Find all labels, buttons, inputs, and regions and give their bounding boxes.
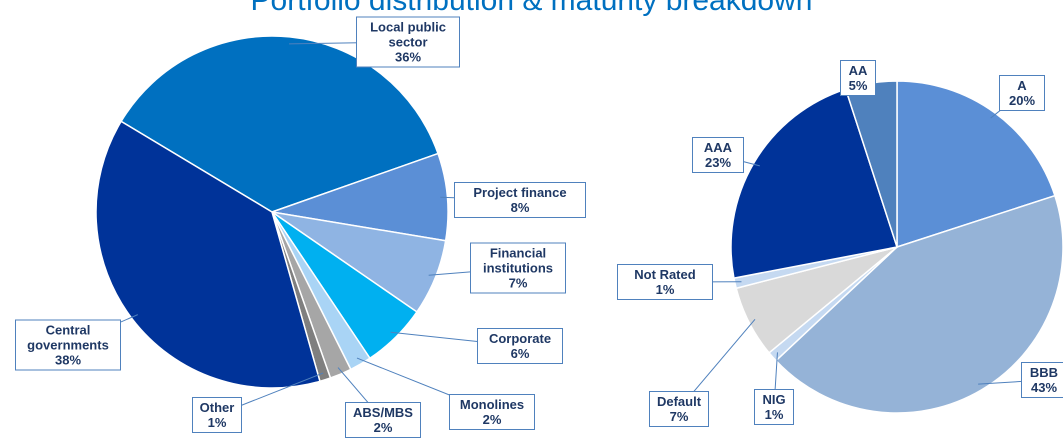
title: Portfolio distribution & maturity breakd… xyxy=(250,0,813,17)
slice-value: 2% xyxy=(373,420,393,435)
slice-name: ABS/MBS xyxy=(353,405,413,420)
pie-slice xyxy=(896,80,1056,249)
slice-value: 7% xyxy=(508,275,528,291)
slice-value: 20% xyxy=(1008,93,1036,108)
slice-name: NIG xyxy=(762,392,786,407)
slice-label: ABS/MBS 2% xyxy=(345,402,421,438)
slice-value: 23% xyxy=(704,155,732,170)
slice-name: Local public sector xyxy=(370,19,446,50)
slice-value: 1% xyxy=(207,415,227,430)
slice-value: 6% xyxy=(510,346,530,361)
slice-name: Corporate xyxy=(488,331,552,346)
slice-name: Financial institutions xyxy=(482,245,554,276)
slice-label: Not Rated 1% xyxy=(617,264,713,300)
slice-value: 1% xyxy=(655,282,675,297)
slice-label: Corporate 6% xyxy=(477,328,563,364)
slice-label: Central governments 38% xyxy=(15,319,121,371)
slice-value: 7% xyxy=(669,409,689,424)
slice-value: 5% xyxy=(848,78,868,93)
slice-label: Monolines 2% xyxy=(449,394,535,430)
slice-label: AA 5% xyxy=(840,60,876,96)
pie-slice xyxy=(120,35,439,213)
slice-value: 38% xyxy=(54,352,82,368)
slice-value: 1% xyxy=(764,407,784,422)
slice-name: Other xyxy=(199,400,235,415)
slice-name: Not Rated xyxy=(634,267,696,282)
slice-label: Local public sector 36% xyxy=(356,16,460,68)
slice-value: 2% xyxy=(482,412,502,427)
pie-slice xyxy=(95,120,321,389)
slice-label: A 20% xyxy=(999,75,1045,111)
slice-name: Monolines xyxy=(459,397,525,412)
slice-value: 43% xyxy=(1030,380,1058,395)
pie-slice xyxy=(730,88,898,279)
slice-label: Other 1% xyxy=(192,397,242,433)
slice-label: Project finance 8% xyxy=(454,182,586,218)
slice-label: BBB 43% xyxy=(1021,362,1063,398)
slice-value: 8% xyxy=(510,200,530,215)
slice-name: BBB xyxy=(1029,365,1059,380)
slice-label: Financial institutions 7% xyxy=(470,242,566,294)
slice-name: A xyxy=(1017,78,1027,93)
slice-value: 36% xyxy=(394,49,422,65)
slice-name: Project finance xyxy=(473,185,567,200)
slice-name: Central governments xyxy=(27,322,109,353)
slice-name: AAA xyxy=(703,140,733,155)
slice-name: Default xyxy=(656,394,702,409)
slice-label: Default 7% xyxy=(649,391,709,427)
slice-name: AA xyxy=(848,63,868,78)
slice-label: NIG 1% xyxy=(754,389,794,425)
slice-label: AAA 23% xyxy=(692,137,744,173)
